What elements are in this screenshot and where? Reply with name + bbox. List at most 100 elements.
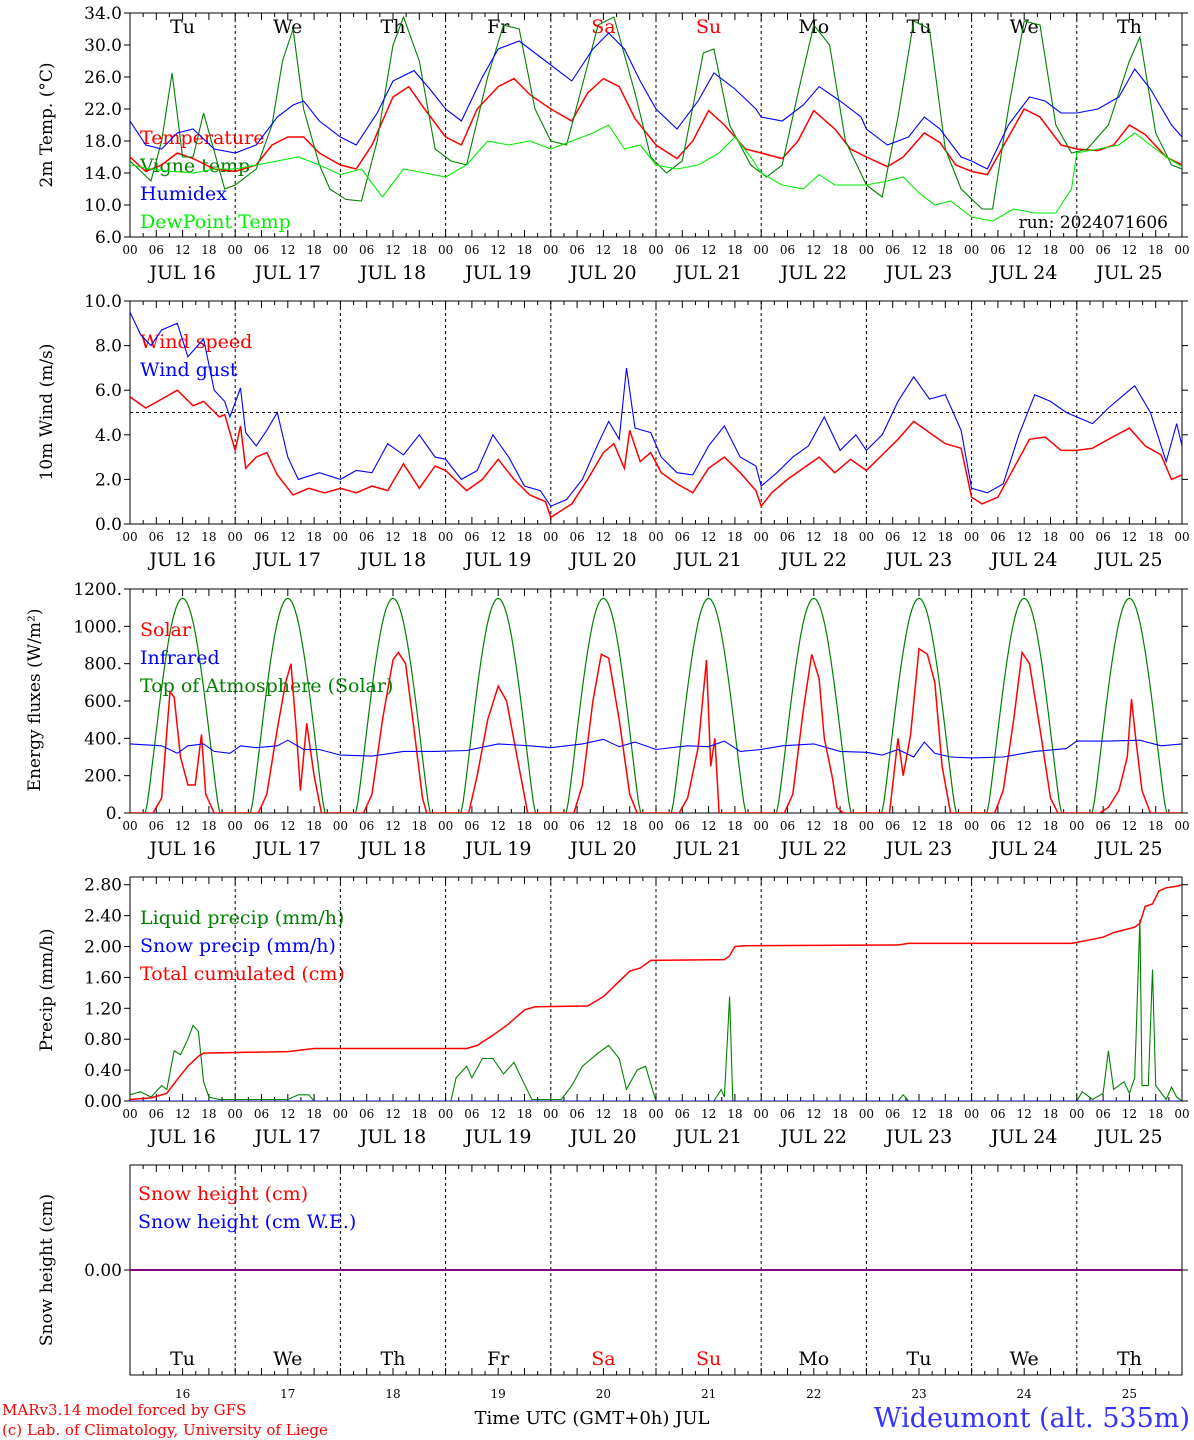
hour-tick-label: 18 bbox=[412, 243, 427, 257]
hour-tick-label: 18 bbox=[1043, 819, 1058, 833]
hour-tick-label: 18 bbox=[727, 530, 742, 544]
hour-tick-label: 12 bbox=[491, 530, 506, 544]
hour-tick-label: 18 bbox=[412, 819, 427, 833]
date-label: JUL 23 bbox=[884, 1126, 952, 1148]
hour-tick-label: 00 bbox=[648, 1107, 663, 1121]
hour-tick-label: 00 bbox=[122, 243, 137, 257]
hour-tick-label: 00 bbox=[122, 1107, 137, 1121]
hour-tick-label: 06 bbox=[780, 819, 795, 833]
y-tick-label: 400. bbox=[84, 729, 122, 749]
hour-tick-label: 06 bbox=[1095, 243, 1110, 257]
hour-tick-label: 06 bbox=[359, 243, 374, 257]
weekday-label: We bbox=[273, 16, 302, 38]
series-line-temperature bbox=[130, 77, 1182, 176]
hour-tick-label: 06 bbox=[359, 819, 374, 833]
date-label: JUL 16 bbox=[147, 1126, 215, 1148]
hour-tick-label: 18 bbox=[412, 530, 427, 544]
legend-total-cumulated: Total cumulated (cm) bbox=[140, 963, 345, 985]
hour-tick-label: 00 bbox=[964, 530, 979, 544]
hour-tick-label: 12 bbox=[1122, 530, 1137, 544]
hour-tick-label: 06 bbox=[885, 819, 900, 833]
y-tick-label: 6.0 bbox=[95, 381, 122, 401]
hour-tick-label: 12 bbox=[1017, 530, 1032, 544]
series-line-infrared bbox=[130, 738, 1182, 759]
day-number-label: 24 bbox=[1017, 1387, 1033, 1401]
date-label: JUL 22 bbox=[779, 262, 847, 284]
hour-tick-label: 00 bbox=[438, 530, 453, 544]
hour-tick-label: 18 bbox=[306, 530, 321, 544]
hour-tick-label: 12 bbox=[701, 530, 716, 544]
y-tick-label: 2.80 bbox=[84, 876, 122, 896]
hour-tick-label: 12 bbox=[596, 1107, 611, 1121]
precip-ylabel: Precip (mm/h) bbox=[37, 928, 57, 1051]
hour-tick-label: 00 bbox=[754, 1107, 769, 1121]
y-tick-label: 0. bbox=[106, 804, 122, 824]
hour-tick-label: 00 bbox=[333, 819, 348, 833]
hour-tick-label: 18 bbox=[622, 243, 637, 257]
y-tick-label: 14.0 bbox=[84, 164, 122, 184]
energy-ylabel: Energy fluxes (W/m²) bbox=[25, 609, 45, 792]
hour-tick-label: 00 bbox=[1174, 1107, 1189, 1121]
y-tick-label: 0.40 bbox=[84, 1061, 122, 1081]
hour-tick-label: 06 bbox=[254, 530, 269, 544]
hour-tick-label: 00 bbox=[1174, 819, 1189, 833]
hour-tick-label: 18 bbox=[1043, 1107, 1058, 1121]
y-tick-label: 1.60 bbox=[84, 968, 122, 988]
date-label: JUL 20 bbox=[568, 549, 636, 571]
hour-tick-label: 06 bbox=[780, 1107, 795, 1121]
weekday-label: We bbox=[1010, 1348, 1039, 1370]
date-label: JUL 16 bbox=[147, 549, 215, 571]
y-tick-label: 0.00 bbox=[84, 1092, 122, 1112]
hour-tick-label: 00 bbox=[1069, 243, 1084, 257]
date-label: JUL 21 bbox=[673, 1126, 741, 1148]
hour-tick-label: 06 bbox=[885, 1107, 900, 1121]
date-label: JUL 18 bbox=[358, 1126, 426, 1148]
hour-tick-label: 00 bbox=[754, 530, 769, 544]
y-tick-label: 18.0 bbox=[84, 132, 122, 152]
hour-tick-label: 12 bbox=[491, 243, 506, 257]
legend-snow-precip: Snow precip (mm/h) bbox=[140, 935, 336, 957]
hour-tick-label: 12 bbox=[596, 530, 611, 544]
y-tick-label: 600. bbox=[84, 692, 122, 712]
date-label: JUL 18 bbox=[358, 549, 426, 571]
hour-tick-label: 00 bbox=[859, 1107, 874, 1121]
hour-tick-label: 18 bbox=[727, 243, 742, 257]
date-label: JUL 18 bbox=[358, 838, 426, 860]
hour-tick-label: 06 bbox=[990, 243, 1005, 257]
weekday-label: Th bbox=[381, 1348, 406, 1370]
hour-tick-label: 00 bbox=[333, 243, 348, 257]
date-label: JUL 23 bbox=[884, 262, 952, 284]
y-tick-label: 10.0 bbox=[84, 196, 122, 216]
hour-tick-label: 00 bbox=[648, 530, 663, 544]
hour-tick-label: 12 bbox=[1017, 243, 1032, 257]
weekday-label: Th bbox=[1117, 1348, 1142, 1370]
date-label: JUL 19 bbox=[463, 838, 531, 860]
hour-tick-label: 00 bbox=[964, 1107, 979, 1121]
date-label: JUL 22 bbox=[779, 838, 847, 860]
y-tick-label: 34.0 bbox=[84, 4, 122, 24]
hour-tick-label: 06 bbox=[149, 1107, 164, 1121]
y-tick-label: 0.80 bbox=[84, 1030, 122, 1050]
series-line-dewpoint-temp bbox=[130, 124, 1182, 222]
weekday-label: Th bbox=[381, 16, 406, 38]
hour-tick-label: 00 bbox=[1174, 530, 1189, 544]
hour-tick-label: 12 bbox=[806, 819, 821, 833]
hour-tick-label: 12 bbox=[806, 243, 821, 257]
day-number-label: 23 bbox=[911, 1387, 926, 1401]
credit-lab: (c) Lab. of Climatology, University of L… bbox=[2, 1421, 328, 1439]
hour-tick-label: 06 bbox=[359, 1107, 374, 1121]
day-number-label: 20 bbox=[596, 1387, 611, 1401]
hour-tick-label: 12 bbox=[1122, 243, 1137, 257]
date-label: JUL 24 bbox=[989, 1126, 1057, 1148]
hour-tick-label: 00 bbox=[333, 1107, 348, 1121]
hour-tick-label: 12 bbox=[1122, 1107, 1137, 1121]
legend-liquid-precip: Liquid precip (mm/h) bbox=[140, 907, 344, 929]
legend-vigne-temp: Vigne temp bbox=[139, 155, 250, 177]
y-tick-label: 2.40 bbox=[84, 907, 122, 927]
hour-tick-label: 18 bbox=[1148, 243, 1163, 257]
weekday-label: Fr bbox=[487, 16, 510, 38]
hour-tick-label: 18 bbox=[832, 530, 847, 544]
day-number-label: 18 bbox=[385, 1387, 400, 1401]
day-number-label: 17 bbox=[280, 1387, 295, 1401]
hour-tick-label: 18 bbox=[938, 819, 953, 833]
